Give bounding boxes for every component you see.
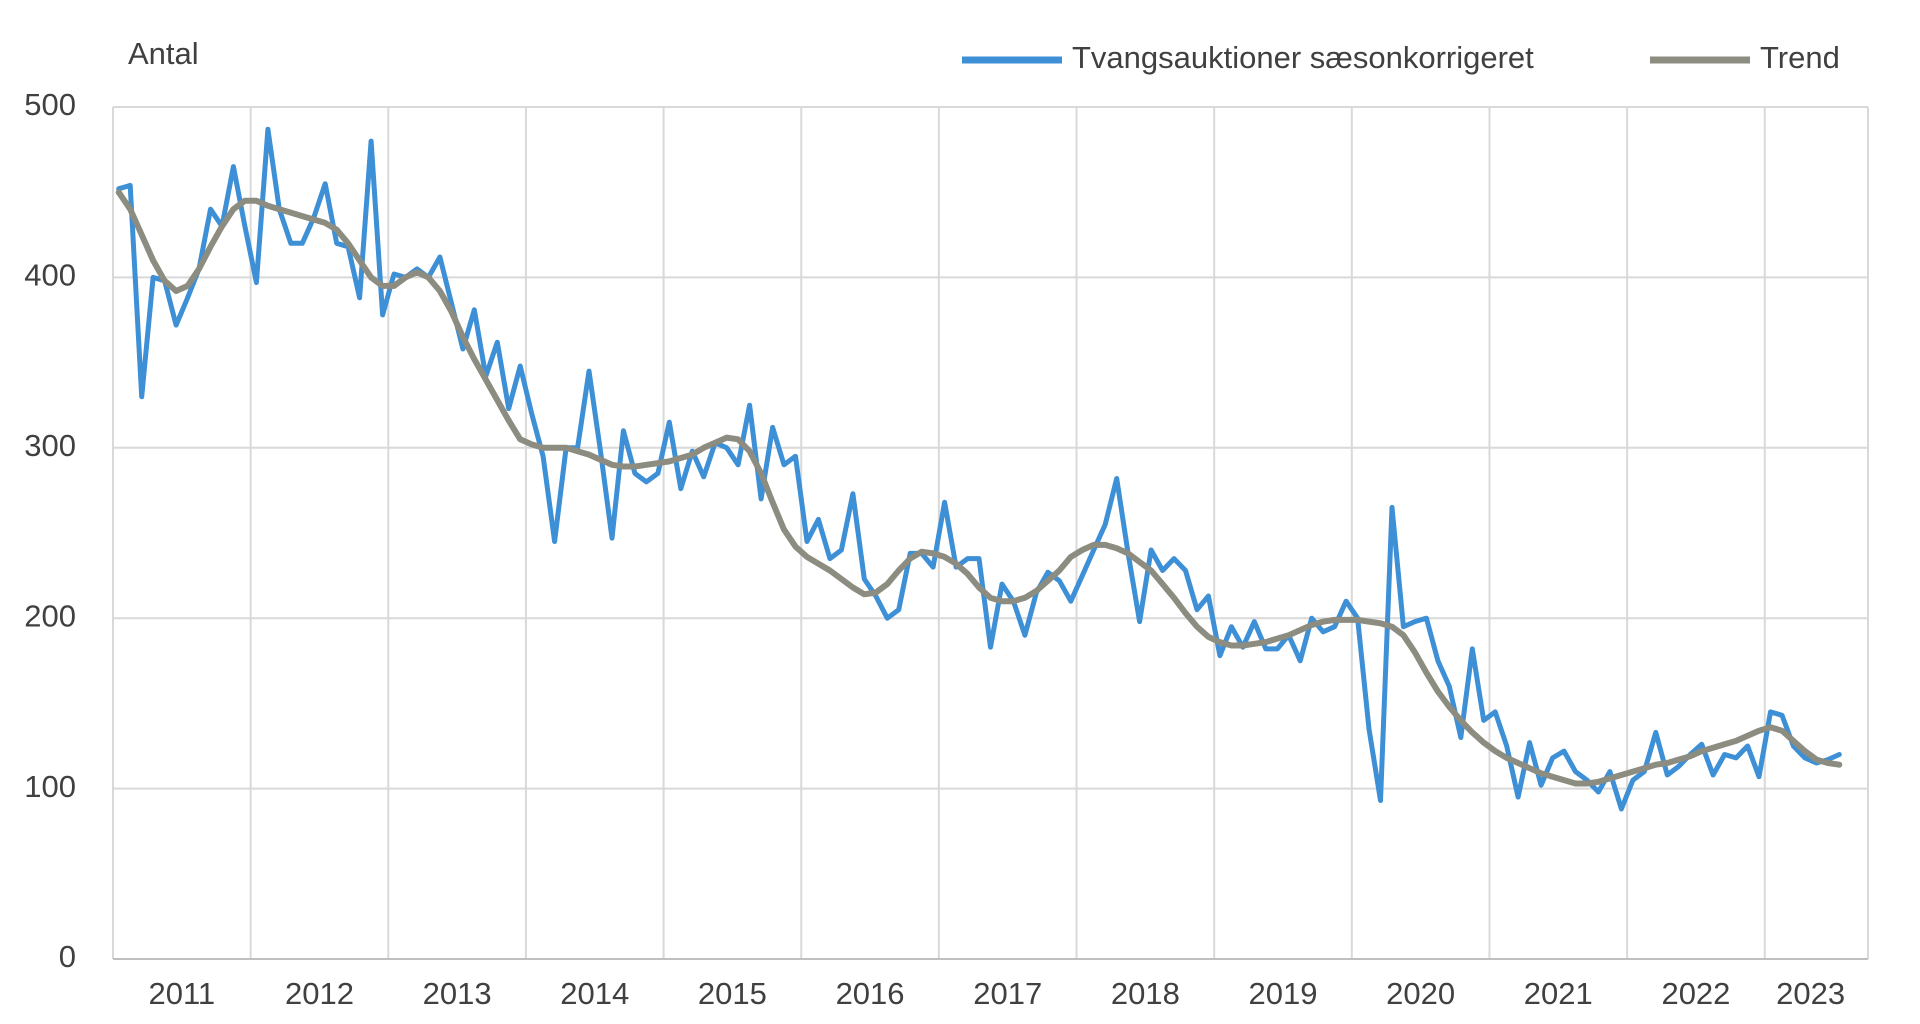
legend-label: Tvangsauktioner sæsonkorrigeret	[1072, 40, 1534, 75]
y-tick-label: 400	[24, 258, 76, 293]
legend-label: Trend	[1760, 40, 1840, 75]
x-tick-label: 2020	[1386, 976, 1455, 1011]
series-line	[115, 189, 1843, 787]
x-tick-label: 2014	[560, 976, 629, 1011]
y-axis-label: Antal	[128, 36, 199, 71]
x-tick-label: 2013	[423, 976, 492, 1011]
x-tick-label: 2021	[1524, 976, 1593, 1011]
y-tick-label: 300	[24, 428, 76, 463]
x-tick-label: 2023	[1776, 976, 1845, 1011]
x-tick-label: 2012	[285, 976, 354, 1011]
x-tick-label: 2019	[1249, 976, 1318, 1011]
x-tick-label: 2011	[148, 976, 215, 1011]
x-tick-label: 2016	[836, 976, 905, 1011]
x-tick-label: 2018	[1111, 976, 1180, 1011]
y-tick-label: 100	[24, 769, 76, 804]
series-line	[116, 126, 1842, 812]
y-tick-label: 200	[24, 598, 76, 633]
y-tick-label: 0	[59, 939, 76, 974]
x-tick-label: 2015	[698, 976, 767, 1011]
x-tick-label: 2022	[1661, 976, 1730, 1011]
y-tick-label: 500	[24, 87, 76, 122]
x-tick-label: 2017	[973, 976, 1042, 1011]
